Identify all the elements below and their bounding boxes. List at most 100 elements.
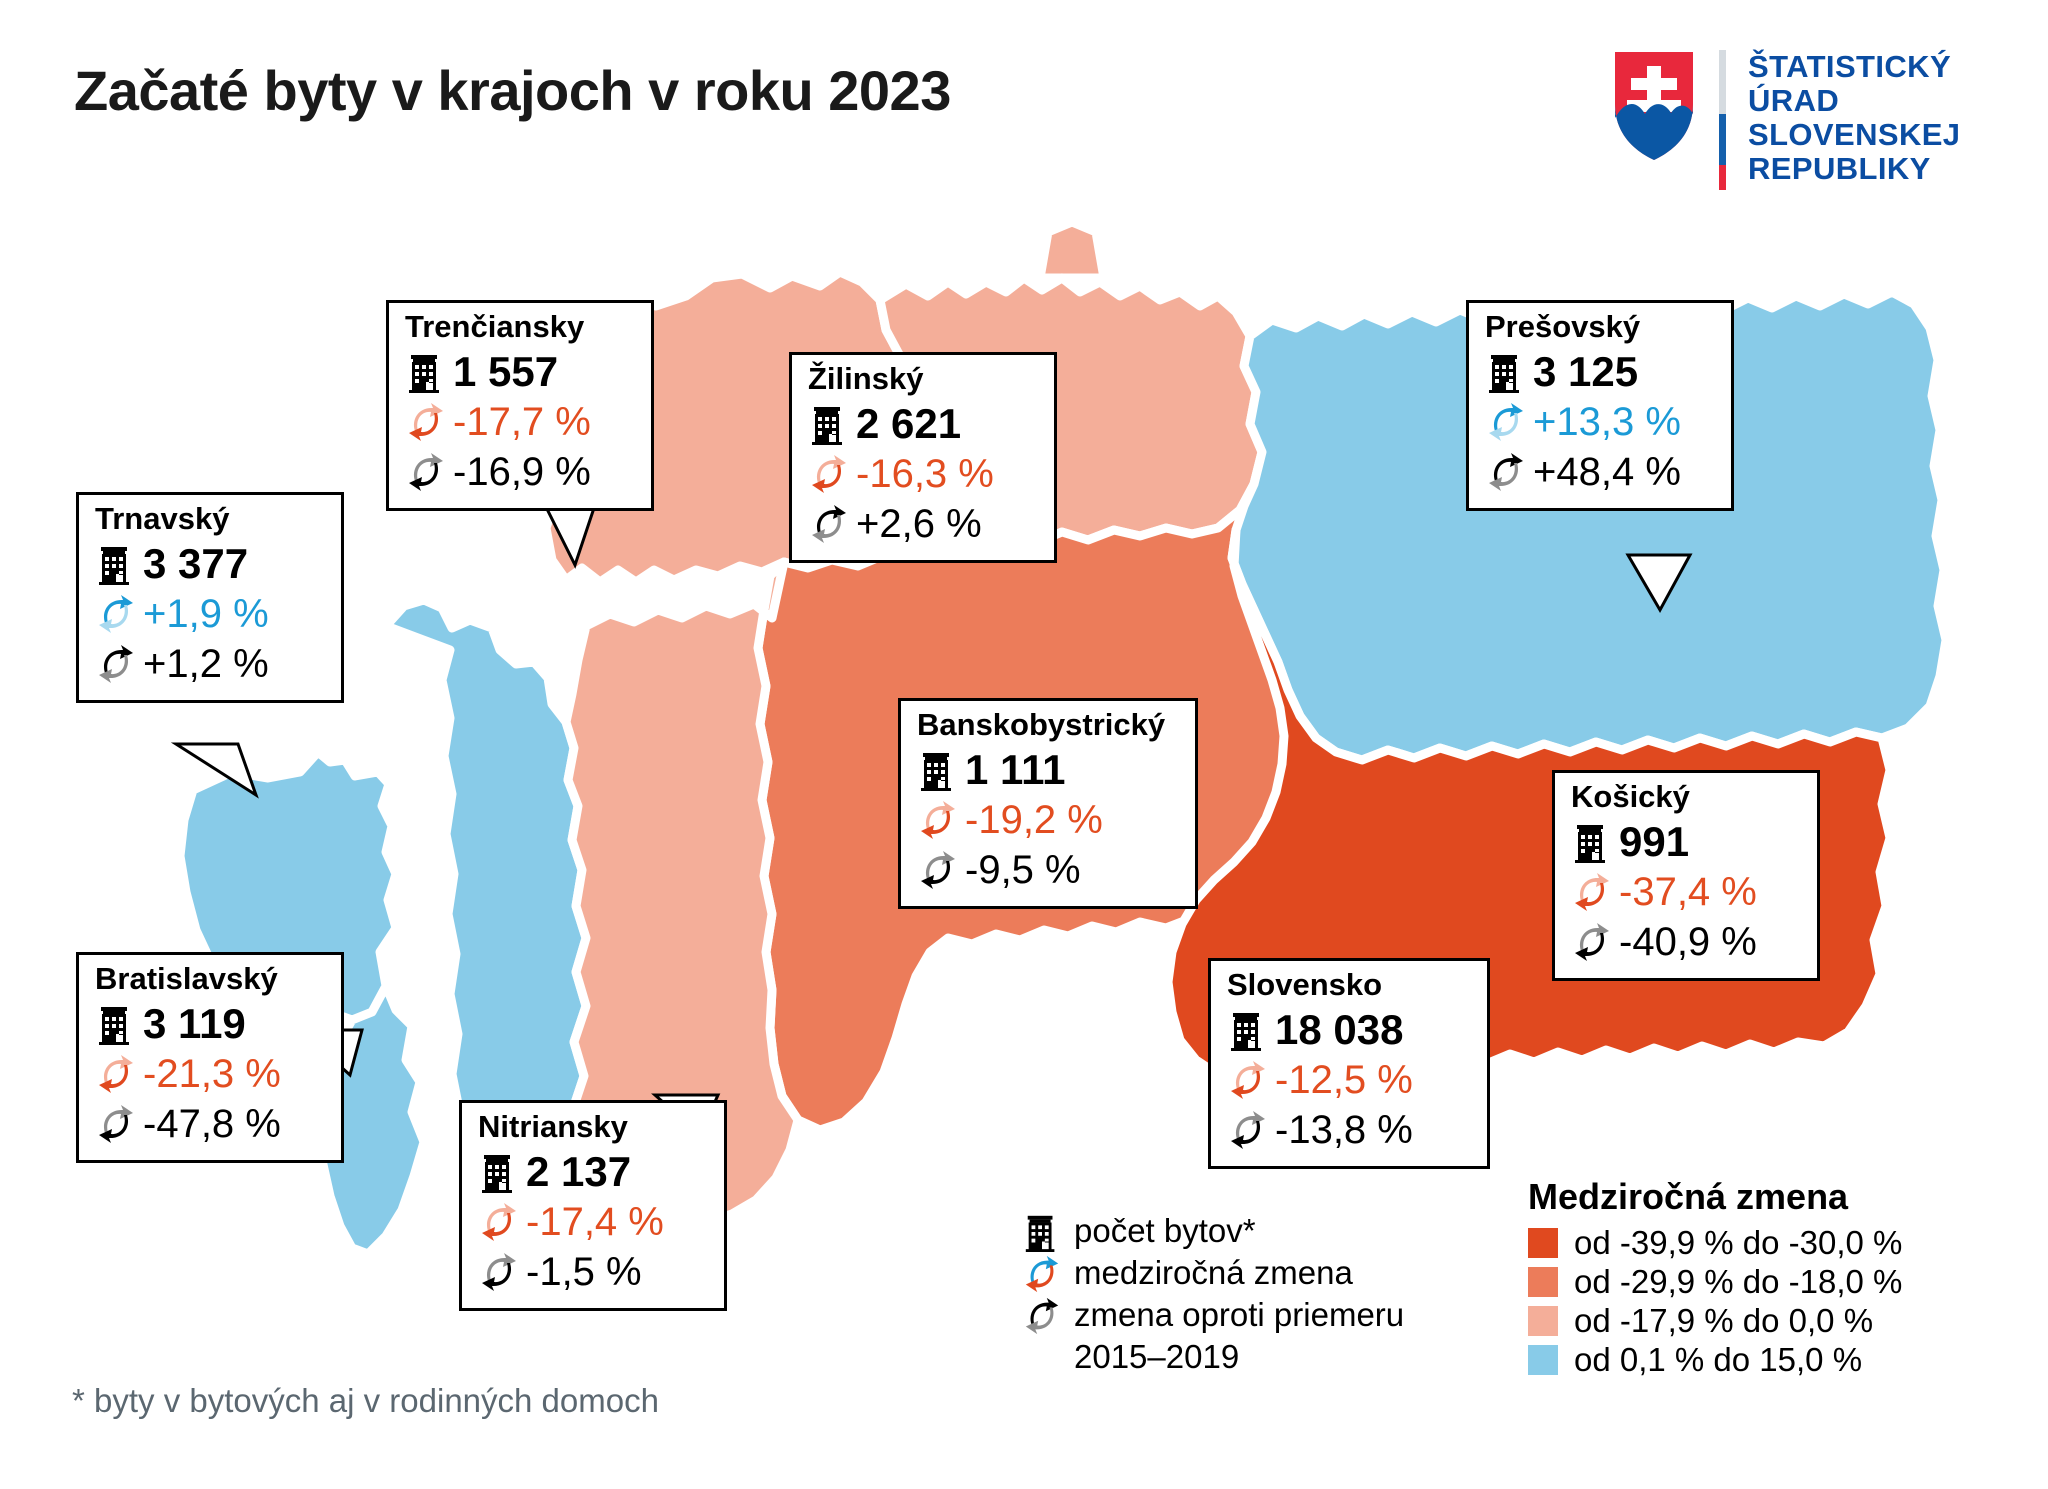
color-legend-item: od -39,9 % do -30,0 %	[1528, 1226, 2008, 1259]
region-count: 2 137	[526, 1147, 632, 1195]
color-legend-label: od -29,9 % do -18,0 %	[1574, 1263, 1903, 1300]
callout-bratislavsky[interactable]: Bratislavský 3 119 -21,3 % -47,8 %	[76, 952, 344, 1163]
change-arrows-icon	[95, 593, 137, 635]
region-avg-change: +48,4 %	[1533, 449, 1681, 494]
logo-line-1: ŠTATISTICKÝ	[1748, 49, 1952, 84]
region-name: Banskobystrický	[917, 707, 1166, 742]
region-name: Prešovský	[1485, 309, 1641, 344]
color-legend-item: od 0,1 % do 15,0 %	[1528, 1343, 2008, 1376]
region-count: 3 377	[143, 539, 249, 587]
building-icon	[478, 1151, 520, 1193]
region-name: Košický	[1571, 779, 1690, 814]
region-avg-change: -16,9 %	[453, 449, 591, 494]
change-arrows-icon	[1571, 871, 1613, 913]
change-arrows-icon	[917, 799, 959, 841]
region-name: Trenčiansky	[405, 309, 585, 344]
callout-trnavsky[interactable]: Trnavský 3 377 +1,9 % +1,2 %	[76, 492, 344, 703]
logo-line-2: ÚRAD	[1748, 83, 1840, 119]
change-arrows-dark-icon	[1485, 451, 1527, 493]
region-name: Trnavský	[95, 501, 230, 536]
region-count: 3 119	[143, 999, 246, 1047]
change-arrows-icon	[405, 401, 447, 443]
region-avg-change: +2,6 %	[856, 501, 982, 546]
region-name: Slovensko	[1227, 967, 1383, 1002]
region-yoy-change: -21,3 %	[143, 1051, 281, 1096]
callout-trenciansky[interactable]: Trenčiansky 1 557 -17,7 % -16,9 %	[386, 300, 654, 511]
color-legend-item: od -17,9 % do 0,0 %	[1528, 1304, 2008, 1337]
building-icon	[808, 403, 850, 445]
color-legend: Medziročná zmena od -39,9 % do -30,0 % o…	[1528, 1176, 2008, 1382]
region-name: Nitriansky	[478, 1109, 628, 1144]
logo-line-3: SLOVENSKEJ	[1748, 117, 1961, 153]
change-arrows-dark-icon	[478, 1251, 520, 1293]
color-legend-label: od 0,1 % do 15,0 %	[1574, 1341, 1863, 1378]
callout-presovsky[interactable]: Prešovský 3 125 +13,3 % +48,4 %	[1466, 300, 1734, 511]
color-swatch	[1528, 1305, 1558, 1336]
change-arrows-icon	[478, 1201, 520, 1243]
color-legend-item: od -29,9 % do -18,0 %	[1528, 1265, 2008, 1298]
region-avg-change: -40,9 %	[1619, 919, 1757, 964]
change-arrows-dark-icon	[95, 643, 137, 685]
change-arrows-dark-icon	[1022, 1296, 1062, 1336]
color-legend-label: od -39,9 % do -30,0 %	[1574, 1224, 1903, 1261]
building-icon	[95, 1003, 137, 1045]
change-arrows-icon	[808, 453, 850, 495]
region-yoy-change: -17,4 %	[526, 1199, 664, 1244]
region-yoy-change: -19,2 %	[965, 797, 1103, 842]
map-region-nitriansky[interactable]	[555, 557, 803, 1257]
region-avg-change: -47,8 %	[143, 1101, 281, 1146]
legend-item-avg: zmena oproti priemeru	[1022, 1296, 1492, 1336]
building-icon	[405, 351, 447, 393]
region-yoy-change: +13,3 %	[1533, 399, 1681, 444]
region-avg-change: -1,5 %	[526, 1249, 642, 1294]
color-swatch	[1528, 1227, 1558, 1258]
page-title: Začaté byty v krajoch v roku 2023	[74, 59, 951, 122]
building-icon	[1485, 351, 1527, 393]
building-icon	[95, 543, 137, 585]
region-yoy-change: -12,5 %	[1275, 1057, 1413, 1102]
region-count: 18 038	[1275, 1005, 1404, 1053]
region-count: 991	[1619, 817, 1690, 865]
legend-label-avg-period: 2015–2019	[1074, 1338, 1240, 1375]
callout-kosicky[interactable]: Košický 991 -37,4 % -40,9 %	[1552, 770, 1820, 981]
building-icon	[1227, 1009, 1269, 1051]
symbol-legend: počet bytov* medziročná zmena zmena opro…	[1022, 1212, 1492, 1377]
change-arrows-icon	[95, 1053, 137, 1095]
callout-slovensko[interactable]: Slovensko 18 038 -12,5 % -13,8 %	[1208, 958, 1490, 1169]
color-legend-label: od -17,9 % do 0,0 %	[1574, 1302, 1874, 1339]
region-name: Bratislavský	[95, 961, 278, 996]
region-count: 3 125	[1533, 347, 1639, 395]
color-legend-title: Medziročná zmena	[1528, 1176, 1849, 1217]
building-icon	[1571, 821, 1613, 863]
change-arrows-dark-icon	[1571, 921, 1613, 963]
change-arrows-icon	[1485, 401, 1527, 443]
region-avg-change: -13,8 %	[1275, 1107, 1413, 1152]
change-arrows-dark-icon	[405, 451, 447, 493]
legend-item-yoy: medziročná zmena	[1022, 1254, 1492, 1294]
legend-label-yoy: medziročná zmena	[1074, 1254, 1353, 1291]
region-count: 2 621	[856, 399, 962, 447]
region-name: Žilinský	[808, 361, 924, 396]
region-yoy-change: -17,7 %	[453, 399, 591, 444]
region-avg-change: -9,5 %	[965, 847, 1081, 892]
footnote: * byty v bytových aj v rodinných domoch	[72, 1382, 659, 1419]
callout-banskobystricky[interactable]: Banskobystrický 1 111 -19,2 % -9,5 %	[898, 698, 1198, 909]
callout-zilinsky[interactable]: Žilinský 2 621 -16,3 % +2,6 %	[789, 352, 1057, 563]
region-yoy-change: +1,9 %	[143, 591, 269, 636]
region-avg-change: +1,2 %	[143, 641, 269, 686]
change-arrows-icon	[1227, 1059, 1269, 1101]
organization-logo: ŠTATISTICKÝ ÚRAD SLOVENSKEJ REPUBLIKY	[1613, 49, 1983, 210]
legend-label-count: počet bytov*	[1074, 1212, 1256, 1249]
building-icon	[917, 749, 959, 791]
color-swatch	[1528, 1344, 1558, 1375]
callout-nitriansky[interactable]: Nitriansky 2 137 -17,4 % -1,5 %	[459, 1100, 727, 1311]
legend-label-avg: zmena oproti priemeru	[1074, 1296, 1405, 1333]
region-yoy-change: -37,4 %	[1619, 869, 1757, 914]
legend-item-count: počet bytov*	[1022, 1212, 1492, 1252]
change-arrows-icon	[1022, 1254, 1062, 1294]
logo-divider	[1719, 50, 1726, 190]
building-icon	[1022, 1212, 1062, 1252]
region-count: 1 111	[965, 745, 1066, 793]
color-swatch	[1528, 1266, 1558, 1297]
logo-line-4: REPUBLIKY	[1748, 151, 1931, 187]
